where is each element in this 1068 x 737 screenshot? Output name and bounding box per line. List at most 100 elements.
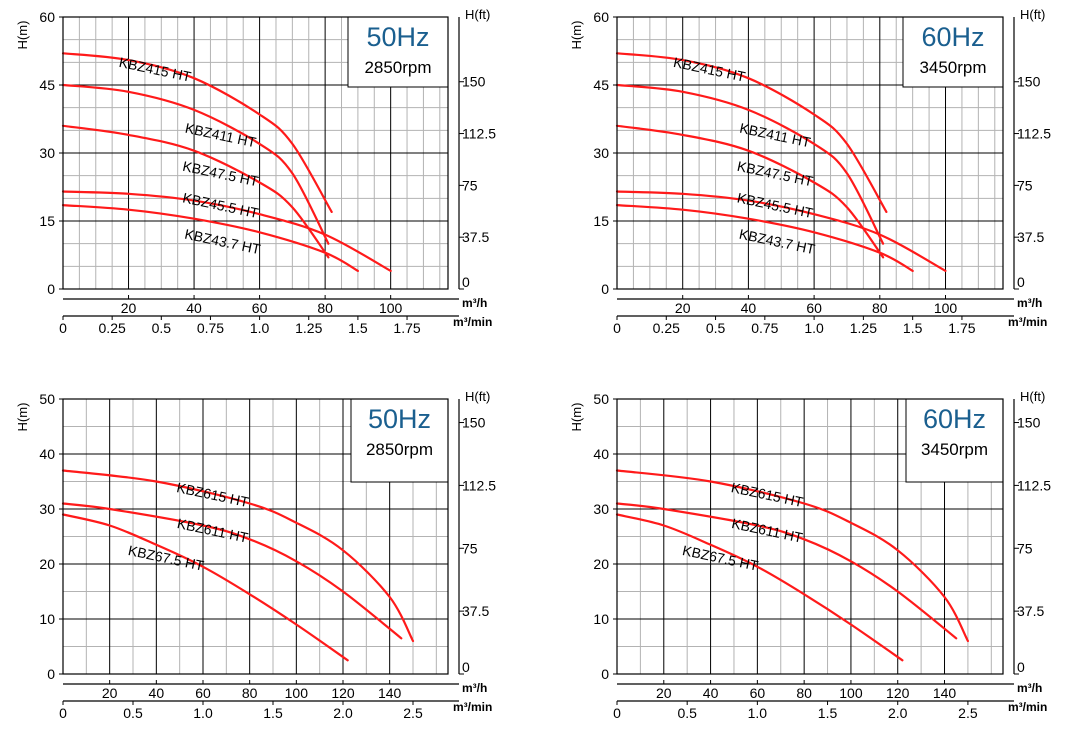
x-axis-label-bottom: m³/min [453, 315, 492, 329]
x-tick-label: 80 [872, 300, 888, 316]
y-tick-label: 60 [39, 9, 55, 25]
x-tick-label: 20 [656, 685, 672, 701]
x2-tick-label: 0.5 [123, 705, 143, 721]
pump-curve-2 [615, 83, 885, 245]
speed-label: 3450rpm [919, 58, 986, 77]
right-tick-label: 150 [462, 74, 486, 90]
right-tick-label: 37.5 [462, 603, 489, 619]
x2-tick-label: 0 [613, 320, 621, 336]
right-axis-label: H(ft) [1020, 7, 1045, 22]
x-tick-label: 80 [796, 685, 812, 701]
y-tick-label: 0 [47, 666, 55, 682]
y-tick-label: 0 [47, 281, 55, 297]
x-tick-label: 120 [886, 685, 910, 701]
speed-label: 3450rpm [921, 440, 988, 459]
pump-curve-2 [61, 502, 403, 640]
y-tick-label: 50 [593, 391, 609, 407]
curve-label: KBZ615 HT [730, 479, 805, 510]
x-axis-label-bottom: m³/min [1008, 315, 1047, 329]
right-axis-label: H(ft) [1020, 389, 1045, 404]
pump-curve-2 [615, 502, 958, 640]
pump-curve-4 [61, 190, 392, 272]
curve-label: KBZ67.5 HT [127, 542, 206, 574]
y-axis-label: H(m) [15, 21, 30, 50]
pump-curve-4 [615, 190, 947, 272]
y-tick-label: 30 [39, 501, 55, 517]
x2-tick-label: 1.25 [850, 320, 877, 336]
y-axis-label: H(m) [569, 403, 584, 432]
x-axis-label-top: m³/h [1017, 296, 1042, 310]
y-tick-label: 15 [39, 213, 55, 229]
y-axis-label: H(m) [569, 21, 584, 50]
x2-tick-label: 1.75 [393, 320, 420, 336]
pump-curve-3 [61, 513, 349, 662]
x-axis-label-top: m³/h [462, 681, 487, 695]
x-tick-label: 40 [186, 300, 202, 316]
right-tick-label: 75 [1017, 177, 1033, 193]
x-tick-label: 120 [331, 685, 355, 701]
y-tick-label: 30 [39, 145, 55, 161]
x2-tick-label: 0.25 [99, 320, 126, 336]
x2-tick-label: 2.0 [888, 705, 908, 721]
x2-tick-label: 1.25 [295, 320, 322, 336]
y-tick-label: 30 [593, 501, 609, 517]
pump-curve-1 [615, 469, 969, 643]
curve-label: KBZ611 HT [730, 515, 804, 546]
right-tick-label: 0 [462, 659, 470, 675]
curve-label: KBZ411 HT [184, 120, 258, 151]
y-tick-label: 60 [593, 9, 609, 25]
x-tick-label: 100 [934, 300, 958, 316]
y-tick-label: 10 [593, 611, 609, 627]
y-tick-label: 40 [593, 446, 609, 462]
pump-curve-1 [61, 469, 415, 643]
x-tick-label: 100 [379, 300, 403, 316]
right-tick-label: 0 [462, 274, 470, 290]
x-tick-label: 40 [149, 685, 165, 701]
right-tick-label: 112.5 [462, 477, 496, 493]
pump-curve-3 [61, 124, 330, 259]
x2-tick-label: 0.25 [653, 320, 680, 336]
y-tick-label: 30 [593, 145, 609, 161]
pump-curve-5 [61, 204, 359, 272]
major-grid [63, 399, 448, 674]
x-tick-label: 40 [703, 685, 719, 701]
plot-frame [616, 398, 1004, 675]
speed-label: 2850rpm [366, 440, 433, 459]
right-tick-label: 0 [1017, 659, 1025, 675]
curve-label: KBZ411 HT [738, 120, 812, 151]
x-tick-label: 100 [285, 685, 309, 701]
x2-tick-label: 1.0 [804, 320, 824, 336]
x2-tick-label: 0.75 [197, 320, 224, 336]
frequency-label: 50Hz [368, 404, 431, 434]
right-tick-label: 37.5 [462, 229, 489, 245]
right-axis-label: H(ft) [465, 7, 490, 22]
right-tick-label: 150 [1017, 415, 1041, 431]
x2-tick-label: 0 [59, 320, 67, 336]
info-box [347, 16, 449, 88]
x2-tick-label: 1.0 [250, 320, 270, 336]
x-tick-label: 100 [839, 685, 863, 701]
x2-tick-label: 2.0 [333, 705, 353, 721]
x-tick-label: 80 [242, 685, 258, 701]
y-tick-label: 10 [39, 611, 55, 627]
y-tick-label: 45 [39, 77, 55, 93]
pump-curve-1 [615, 52, 888, 213]
right-tick-label: 150 [462, 415, 486, 431]
right-tick-label: 37.5 [1017, 229, 1044, 245]
x-tick-label: 60 [806, 300, 822, 316]
y-tick-label: 0 [601, 666, 609, 682]
pump-curve-2 [61, 83, 330, 245]
right-tick-label: 112.5 [462, 126, 496, 142]
x2-tick-label: 1.0 [193, 705, 213, 721]
y-tick-label: 50 [39, 391, 55, 407]
x-axis-label-bottom: m³/min [1008, 700, 1047, 714]
curve-label: KBZ45.5 HT [181, 189, 260, 221]
right-tick-label: 75 [462, 540, 478, 556]
right-tick-label: 0 [1017, 274, 1025, 290]
x-tick-label: 60 [750, 685, 766, 701]
x-tick-label: 60 [252, 300, 268, 316]
x2-tick-label: 2.5 [403, 705, 423, 721]
x-tick-label: 140 [933, 685, 957, 701]
x2-tick-label: 0.5 [677, 705, 697, 721]
